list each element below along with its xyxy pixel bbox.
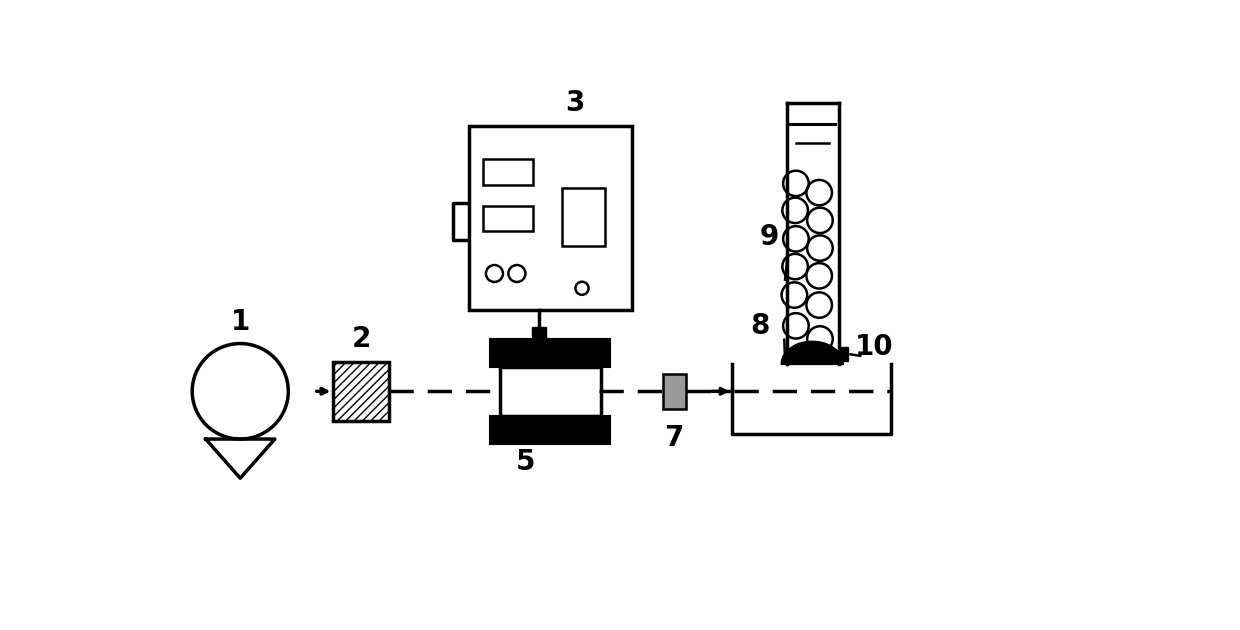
Text: 5: 5 <box>516 448 536 476</box>
Bar <box>490 339 610 367</box>
Bar <box>482 159 533 185</box>
Bar <box>334 362 389 421</box>
Text: 2: 2 <box>351 325 371 353</box>
Text: 6: 6 <box>573 422 593 450</box>
Polygon shape <box>781 341 843 364</box>
Text: 4: 4 <box>516 422 536 450</box>
Bar <box>469 125 631 311</box>
Text: 8: 8 <box>750 312 769 340</box>
Bar <box>482 205 533 231</box>
Bar <box>490 416 610 444</box>
Bar <box>838 347 848 361</box>
Bar <box>562 188 605 246</box>
Text: 9: 9 <box>759 223 779 251</box>
Bar <box>532 327 546 344</box>
Bar <box>662 374 686 409</box>
Bar <box>500 367 600 416</box>
Text: 3: 3 <box>565 89 585 117</box>
Text: 7: 7 <box>665 423 684 452</box>
Text: 10: 10 <box>854 333 894 360</box>
Text: 1: 1 <box>231 308 250 336</box>
